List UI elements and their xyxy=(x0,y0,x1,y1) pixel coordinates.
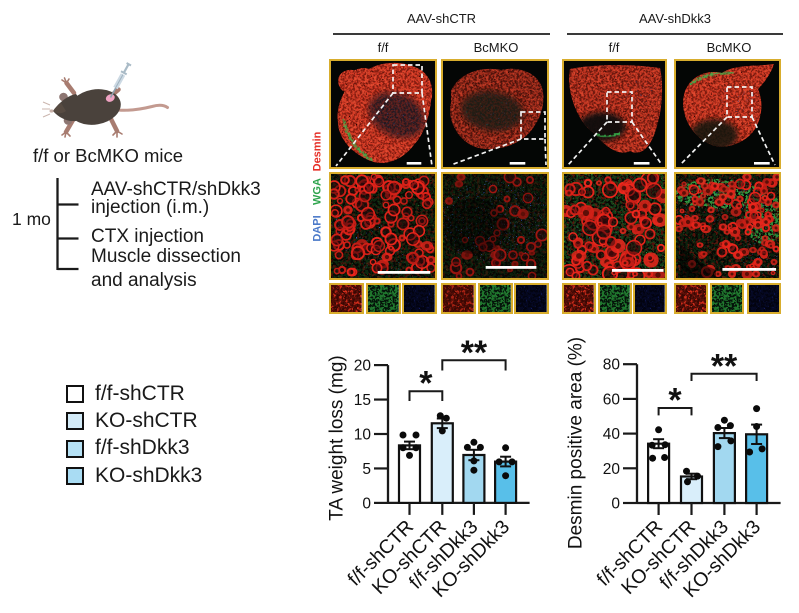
svg-text:Desmin positive area (%): Desmin positive area (%) xyxy=(566,337,587,549)
svg-text:*: * xyxy=(668,382,682,420)
svg-text:20: 20 xyxy=(354,358,372,375)
svg-text:15: 15 xyxy=(354,392,371,409)
svg-text:**: ** xyxy=(461,336,488,372)
svg-text:60: 60 xyxy=(603,391,621,408)
svg-text:*: * xyxy=(419,365,433,403)
svg-text:40: 40 xyxy=(603,426,621,443)
svg-text:0: 0 xyxy=(362,495,371,512)
svg-text:5: 5 xyxy=(362,461,371,478)
svg-text:10: 10 xyxy=(354,427,372,444)
svg-text:80: 80 xyxy=(603,357,621,374)
svg-text:20: 20 xyxy=(603,461,621,478)
svg-text:0: 0 xyxy=(611,496,620,513)
svg-text:**: ** xyxy=(711,347,738,385)
svg-text:TA weight loss (mg): TA weight loss (mg) xyxy=(327,355,348,520)
